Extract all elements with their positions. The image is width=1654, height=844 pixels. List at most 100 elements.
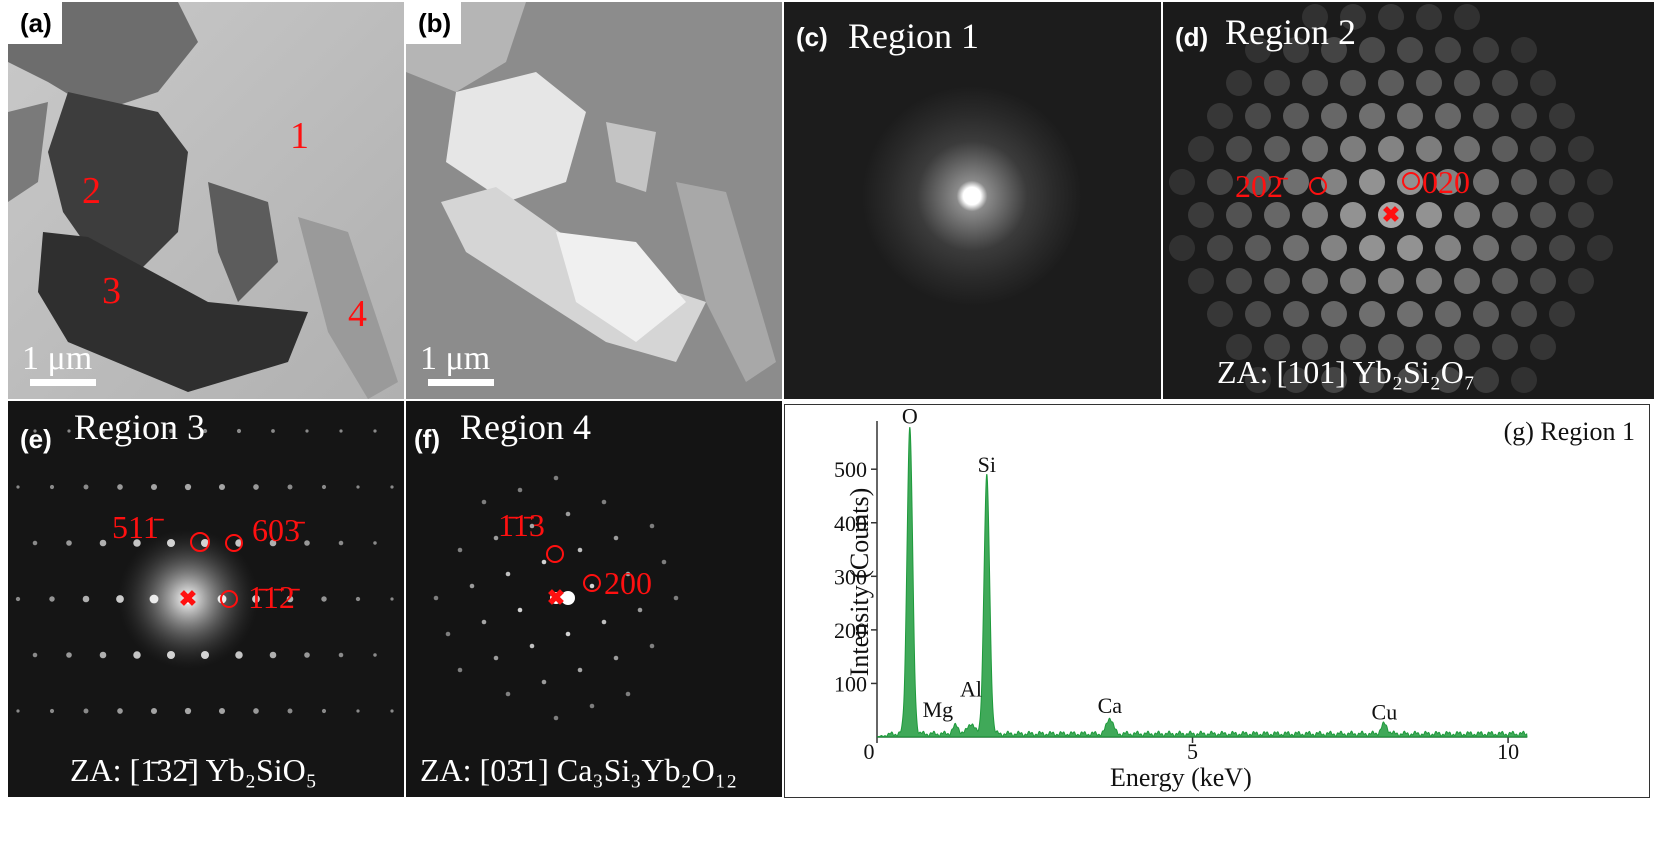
diffraction-spot (565, 631, 571, 637)
diffraction-disk (1473, 301, 1499, 327)
diffraction-spot (637, 607, 643, 613)
diffraction-spot (356, 485, 360, 489)
diffraction-spot (601, 499, 607, 505)
diffraction-disk (1568, 202, 1594, 228)
diffraction-spot (493, 655, 499, 661)
diffraction-disk (1530, 334, 1556, 360)
diffraction-spot (390, 709, 394, 713)
diffraction-spot (541, 679, 547, 685)
diffraction-spot (134, 428, 140, 434)
diffraction-spot (15, 596, 21, 602)
diffraction-disk (1283, 235, 1309, 261)
index-circle (546, 545, 564, 563)
diffraction-disk (1302, 136, 1328, 162)
diffraction-spot (529, 523, 535, 529)
diffraction-disk (1454, 334, 1480, 360)
diffraction-spot (356, 709, 360, 713)
diffraction-spot (287, 708, 293, 714)
y-tick-label: 100 (834, 671, 867, 696)
diffraction-disk (1378, 268, 1404, 294)
diffraction-spot (553, 715, 559, 721)
diffraction-disk (1359, 169, 1385, 195)
diffraction-disk (1549, 169, 1575, 195)
index-circle (1309, 177, 1327, 195)
diffraction-spot (117, 484, 123, 490)
diffraction-disk (1549, 235, 1575, 261)
x-axis-label: Energy (keV) (1110, 763, 1252, 792)
diffraction-disk (1264, 136, 1290, 162)
diffraction-spot (321, 484, 327, 490)
diffraction-disk (1549, 103, 1575, 129)
diffraction-spot (661, 559, 667, 565)
diffraction-spot (517, 487, 523, 493)
panel-c-diffraction-region-1: (c) Region 1 (784, 2, 1161, 399)
diffraction-disk (1397, 235, 1423, 261)
diffraction-spot (553, 475, 559, 481)
scale-bar-label: 1 μm (420, 340, 491, 377)
diffraction-spot (269, 539, 277, 547)
center-beam-marker: ✖ (1382, 202, 1400, 227)
diffraction-spot (517, 607, 523, 613)
diffraction-disk (1245, 367, 1271, 393)
diffraction-spot (493, 535, 499, 541)
index-circle (583, 574, 601, 592)
diffraction-disk (1340, 70, 1366, 96)
diffraction-disk (1188, 136, 1214, 162)
diffraction-disk (1492, 70, 1518, 96)
diffraction-spot (339, 429, 343, 433)
diffraction-spot (321, 708, 327, 714)
diffraction-spot (166, 650, 176, 660)
diffraction-disk (1454, 4, 1480, 30)
diffraction-disk (1454, 70, 1480, 96)
diffraction-disk (1245, 103, 1271, 129)
diffraction-spot (373, 541, 377, 545)
diffraction-disk (1397, 37, 1423, 63)
peak-label-mg: Mg (923, 697, 954, 722)
diffraction-disk (1188, 202, 1214, 228)
diffraction-spot (200, 538, 210, 548)
diffraction-disk (1492, 202, 1518, 228)
miller-index-right: 020 (1422, 164, 1470, 200)
panel-label-f: (f) (414, 424, 440, 454)
diffraction-disk (1264, 334, 1290, 360)
peak-label-cu: Cu (1372, 699, 1398, 724)
diffraction-spot (166, 538, 176, 548)
diffraction-spot (613, 535, 619, 541)
diffraction-spot (321, 596, 327, 602)
scale-bar (428, 379, 494, 386)
diffraction-disk (1226, 70, 1252, 96)
diffraction-spot (218, 707, 226, 715)
index-circle (225, 534, 243, 552)
diffraction-disk (1302, 70, 1328, 96)
y-axis-label: Intensity (Counts) (845, 487, 874, 677)
diffraction-disk (1226, 268, 1252, 294)
diffraction-spot (49, 484, 55, 490)
diffraction-disk (1492, 136, 1518, 162)
diffraction-spot (601, 619, 607, 625)
transmitted-beam (561, 591, 575, 605)
diffraction-disk (1340, 202, 1366, 228)
diffraction-spot (32, 540, 38, 546)
panel-a-bright-field-image: (a) 1 2 3 4 1 μm (8, 2, 404, 399)
diffraction-disk (1283, 103, 1309, 129)
diffraction-pattern: ✖ (15, 428, 394, 715)
diffraction-spot (505, 691, 511, 697)
diffraction-spot (613, 655, 619, 661)
panel-d-diffraction-region-2: ✖ (d) Region 2 202̄ 020 ZA: [101] Yb₂Si₂… (1163, 2, 1654, 399)
diffraction-disk (1226, 202, 1252, 228)
diffraction-spot (33, 429, 37, 433)
diffraction-disk (1511, 169, 1537, 195)
diffraction-disk (1435, 37, 1461, 63)
diffraction-spot (305, 429, 309, 433)
diffraction-disk (1283, 367, 1309, 393)
diffraction-spot (565, 511, 571, 517)
diffraction-disk (1530, 268, 1556, 294)
cbed-pattern: ✖ (1169, 4, 1613, 393)
diffraction-disk (1511, 235, 1537, 261)
diffraction-spot (304, 540, 310, 546)
diffraction-disk (1188, 268, 1214, 294)
diffraction-disk (1321, 301, 1347, 327)
diffraction-spot (236, 428, 242, 434)
diffraction-spot (66, 540, 72, 546)
diffraction-spot (218, 483, 226, 491)
